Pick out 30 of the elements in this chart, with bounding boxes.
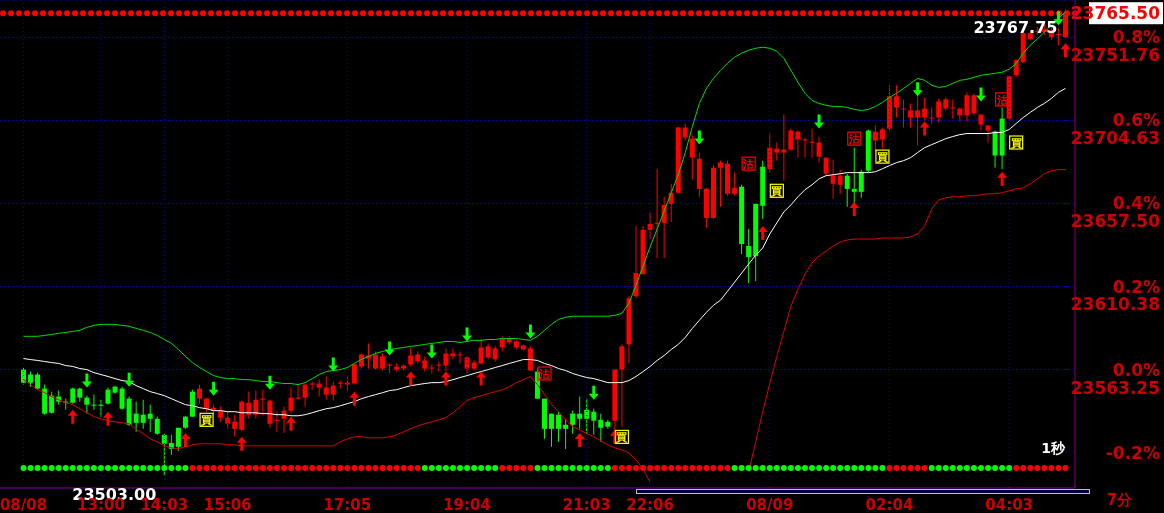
- data-label: 買: [1009, 137, 1022, 151]
- annotation: 1秒: [1040, 440, 1065, 458]
- x-tick-label: 15:06: [203, 496, 252, 513]
- data-label: 買: [875, 151, 888, 165]
- text: 7分: [1105, 490, 1134, 511]
- y-tick-label: 23610.38: [1070, 294, 1160, 315]
- x-tick-label: 08/08: [0, 496, 48, 513]
- y-tick-label: 23657.50: [1070, 211, 1161, 232]
- y-tick-label: 23704.63: [1070, 128, 1160, 149]
- x-tick-label: 17:05: [323, 496, 372, 513]
- data-label: 沽: [995, 93, 1008, 107]
- data-label: 沽: [847, 133, 860, 147]
- data-label: 買: [200, 414, 213, 428]
- y-tick-label: 23751.76: [1070, 45, 1160, 66]
- x-tick-label: 22:06: [626, 496, 674, 513]
- data-label: 買: [770, 185, 783, 199]
- x-tick-label: 02:04: [865, 496, 914, 513]
- y2-tick-label: -0.2%: [1105, 442, 1160, 463]
- data-label: 買: [615, 431, 628, 445]
- y-tick-label: 23563.25: [1070, 377, 1160, 398]
- x-tick-label: 19:04: [443, 496, 491, 513]
- y2-tick-label: 0.4%: [1112, 193, 1160, 214]
- y2-tick-label: 0.6%: [1112, 110, 1160, 131]
- x-tick-label: 04:03: [985, 496, 1034, 513]
- x-tick-label: 08/09: [746, 496, 794, 513]
- y2-tick-label: 0.0%: [1112, 359, 1160, 380]
- x-tick-label: 21:03: [562, 496, 611, 513]
- data-label: 沽: [742, 158, 755, 172]
- y2-tick-label: 0.8%: [1112, 27, 1160, 48]
- y2-tick-label: 0.2%: [1112, 276, 1160, 297]
